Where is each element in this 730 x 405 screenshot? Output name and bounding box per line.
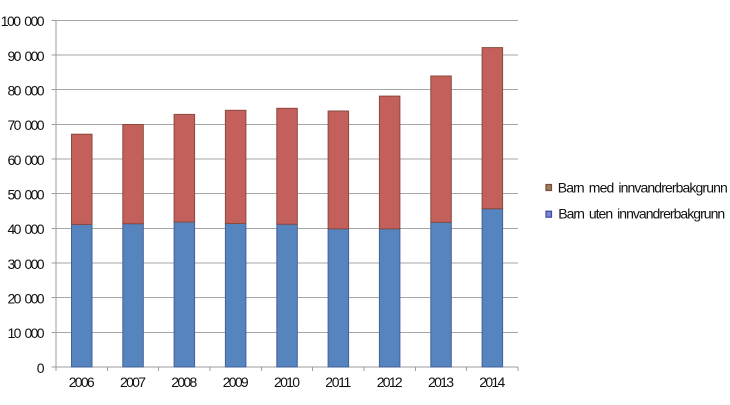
svg-text:Barn med innvandrerbakgrunn: Barn med innvandrerbakgrunn (558, 180, 728, 196)
svg-text:30 000: 30 000 (8, 256, 45, 272)
svg-text:2008: 2008 (171, 374, 197, 390)
svg-text:90 000: 90 000 (8, 48, 45, 64)
svg-text:2014: 2014 (479, 374, 505, 390)
svg-text:60 000: 60 000 (8, 152, 45, 168)
svg-text:Barn uten innvandrerbakgrunn: Barn uten innvandrerbakgrunn (558, 206, 725, 222)
svg-text:80 000: 80 000 (8, 83, 45, 99)
svg-text:50 000: 50 000 (8, 187, 45, 203)
svg-text:2013: 2013 (428, 374, 454, 390)
svg-text:2011: 2011 (325, 374, 351, 390)
svg-text:2007: 2007 (120, 374, 146, 390)
svg-text:100 000: 100 000 (1, 13, 45, 29)
svg-text:2009: 2009 (223, 374, 249, 390)
svg-text:2012: 2012 (377, 374, 403, 390)
svg-text:2010: 2010 (274, 374, 300, 390)
svg-text:2006: 2006 (69, 374, 95, 390)
svg-text:20 000: 20 000 (8, 291, 45, 307)
svg-text:10 000: 10 000 (8, 325, 45, 341)
svg-text:40 000: 40 000 (8, 221, 45, 237)
svg-text:70 000: 70 000 (8, 117, 45, 133)
svg-text:0: 0 (37, 360, 45, 376)
